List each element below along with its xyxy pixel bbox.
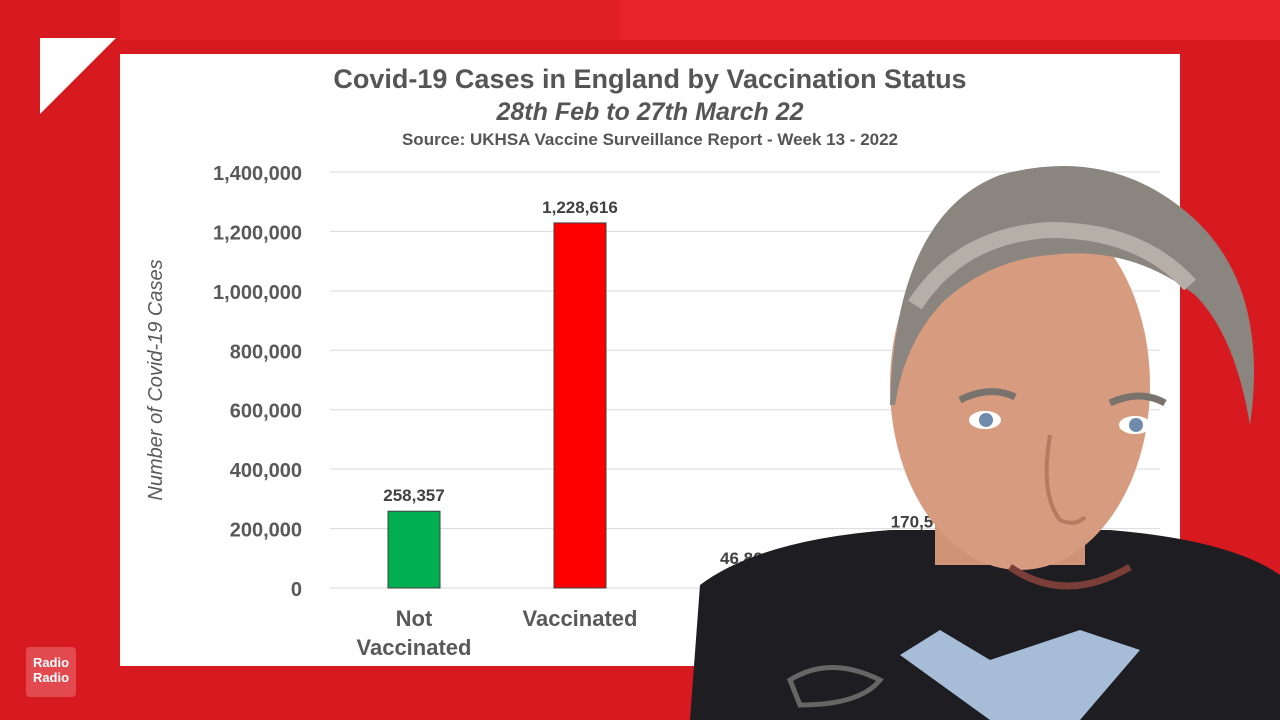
y-tick-label: 1,000,000: [213, 282, 302, 304]
x-tick-label: Not: [396, 606, 433, 631]
x-tick-label: Vaccinated: [523, 606, 638, 631]
x-tick-label: Vaccinated: [357, 635, 472, 660]
y-tick-label: 0: [291, 579, 302, 601]
person-photo: [690, 166, 1280, 720]
data-label: 170,5: [891, 512, 934, 531]
data-label: 1,228,616: [542, 198, 618, 217]
y-tick-label: 1,400,000: [213, 163, 302, 185]
data-label: 258,357: [383, 486, 444, 505]
background-stripe: [120, 0, 620, 40]
y-tick-label: 800,000: [230, 341, 302, 363]
y-tick-label: 200,000: [230, 520, 302, 542]
chart-title: Covid-19 Cases in England by Vaccination…: [333, 64, 967, 94]
y-tick-label: 1,200,000: [213, 222, 302, 244]
bar: [387, 510, 441, 589]
y-tick-label: 600,000: [230, 401, 302, 423]
background-stripe: [620, 0, 1280, 40]
chart-subtitle: 28th Feb to 27th March 22: [496, 98, 804, 126]
logo-line: Radio: [32, 670, 70, 685]
bar: [553, 222, 607, 589]
chart-source: Source: UKHSA Vaccine Surveillance Repor…: [401, 130, 899, 149]
y-tick-label: 400,000: [230, 460, 302, 482]
corner-decoration: [40, 38, 116, 114]
logo-line: Radio: [32, 655, 70, 670]
radio-radio-logo: Radio Radio: [26, 647, 76, 697]
y-axis-label: Number of Covid-19 Cases: [145, 259, 167, 500]
